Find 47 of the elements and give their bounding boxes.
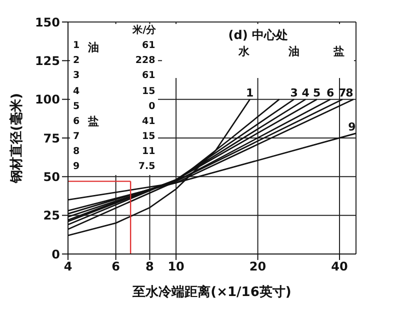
annotation: 6 [73,114,80,129]
series-label: 1 [246,86,254,100]
x-tick-label: 6 [112,260,120,274]
annotation: 盐 [88,114,99,130]
annotation: 水 [238,44,250,59]
y-tick-label: 50 [43,170,60,184]
annotation: 7 [73,130,80,144]
series-label: 3 [290,86,298,100]
annotation: 1 [73,39,80,53]
annotation: 11 [142,145,156,160]
annotation: 15 [142,130,156,144]
x-tick-label: 20 [249,260,266,274]
x-tick-label: 8 [146,260,154,274]
annotation: 5 [73,100,80,114]
series-label: 5 [313,86,321,100]
series-label: 9 [348,120,356,134]
y-tick-label: 150 [34,15,60,30]
annotation: 4 [73,84,80,99]
annotation: 2 [73,54,80,68]
y-tick-label: 25 [43,208,60,223]
annotation: 盐 [333,44,344,59]
x-tick-label: 40 [331,260,348,274]
x-tick-label: 4 [64,260,72,274]
annotation: 8 [73,145,80,160]
annotation: 41 [142,114,156,129]
x-axis-title: 至水冷端距离(×1/16英寸) [132,284,292,300]
series-label: 6 [326,86,334,100]
annotation: 0 [148,100,156,114]
annotation: 228 [135,54,156,68]
y-tick-label: 125 [34,54,60,68]
x-tick-label: 10 [168,260,184,274]
annotation: 油 [288,44,300,59]
series-label: 4 [302,86,310,100]
annotation: 7.5 [138,160,156,174]
annotation: 15 [142,84,156,99]
annotation: 米/分 [132,24,156,37]
y-tick-label: 75 [43,131,60,146]
annotation: (d) 中心处 [227,27,290,44]
annotation: 3 [73,69,80,84]
annotation: 61 [142,69,156,84]
y-tick-label: 100 [34,92,60,107]
annotation: 油 [88,40,99,55]
annotation: 9 [73,160,80,174]
y-tick-label: 0 [52,247,60,262]
y-axis-title: 钢材直径(毫米) [8,93,25,184]
series-label: 8 [346,86,354,100]
annotation: 61 [142,39,156,53]
